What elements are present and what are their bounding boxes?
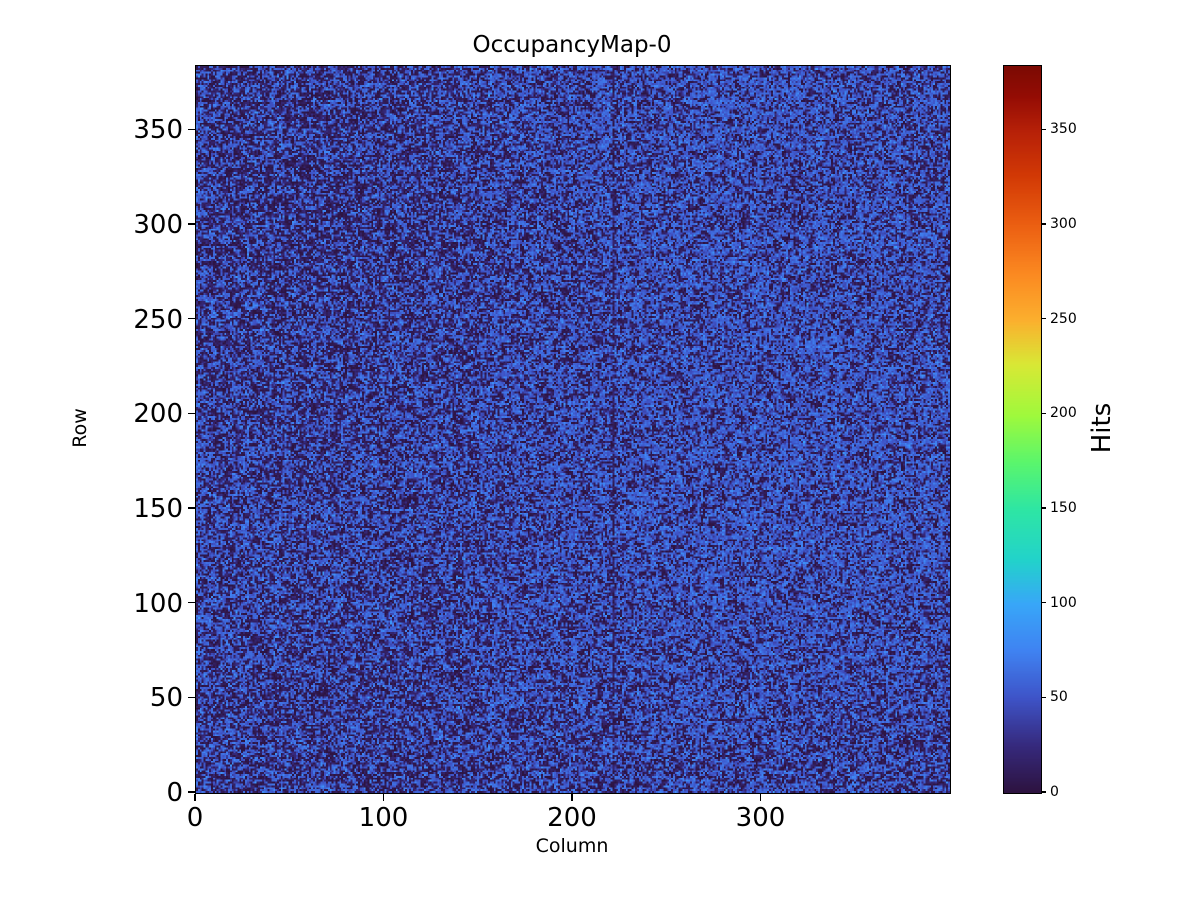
y-tick-mark [188, 507, 195, 509]
x-tick-mark [194, 793, 196, 801]
y-tick-label: 150 [133, 494, 183, 525]
y-tick-label: 350 [133, 115, 183, 146]
y-tick-mark [188, 791, 195, 793]
y-tick-mark [188, 601, 195, 604]
colorbar-gradient-canvas [1004, 66, 1041, 793]
x-tick-mark [382, 793, 385, 801]
colorbar-tick-label: 250 [1050, 310, 1077, 327]
colorbar [1003, 65, 1042, 794]
x-tick-mark [571, 793, 573, 801]
x-tick-mark [759, 793, 762, 801]
chart-title: OccupancyMap-0 [472, 32, 672, 58]
colorbar-tick-mark [1041, 412, 1046, 414]
colorbar-tick-mark [1041, 128, 1046, 130]
y-axis-label: Row [69, 408, 91, 448]
colorbar-tick-label: 200 [1050, 405, 1077, 422]
y-tick-label: 50 [149, 683, 183, 714]
colorbar-tick-label: 300 [1050, 216, 1077, 233]
y-tick-label: 100 [133, 588, 183, 619]
x-tick-label: 300 [735, 803, 786, 833]
x-tick-label: 100 [358, 803, 409, 833]
y-tick-label: 200 [133, 399, 183, 430]
colorbar-tick-mark [1041, 602, 1046, 604]
y-tick-mark [188, 317, 195, 320]
y-tick-mark [188, 696, 195, 699]
y-tick-label: 0 [166, 778, 183, 808]
colorbar-tick-mark [1041, 507, 1046, 509]
colorbar-tick-label: 350 [1050, 121, 1077, 138]
y-tick-label: 250 [133, 304, 183, 335]
colorbar-tick-mark [1041, 223, 1046, 225]
colorbar-label: Hits [1087, 402, 1117, 454]
y-tick-mark [188, 412, 195, 415]
colorbar-tick-label: 150 [1050, 500, 1077, 517]
x-axis-label: Column [535, 835, 609, 857]
y-tick-mark [188, 128, 195, 131]
colorbar-tick-label: 100 [1050, 594, 1077, 611]
colorbar-tick-mark [1041, 791, 1046, 793]
heatmap-canvas [196, 66, 950, 793]
colorbar-tick-mark [1041, 696, 1046, 698]
y-tick-label: 300 [133, 210, 183, 241]
heatmap-plot-area [195, 65, 951, 794]
y-tick-mark [188, 223, 195, 225]
x-tick-label: 200 [547, 803, 597, 833]
x-tick-label: 0 [186, 803, 204, 833]
colorbar-tick-mark [1041, 318, 1046, 320]
colorbar-tick-label: 50 [1050, 689, 1068, 706]
colorbar-tick-label: 0 [1050, 784, 1059, 800]
